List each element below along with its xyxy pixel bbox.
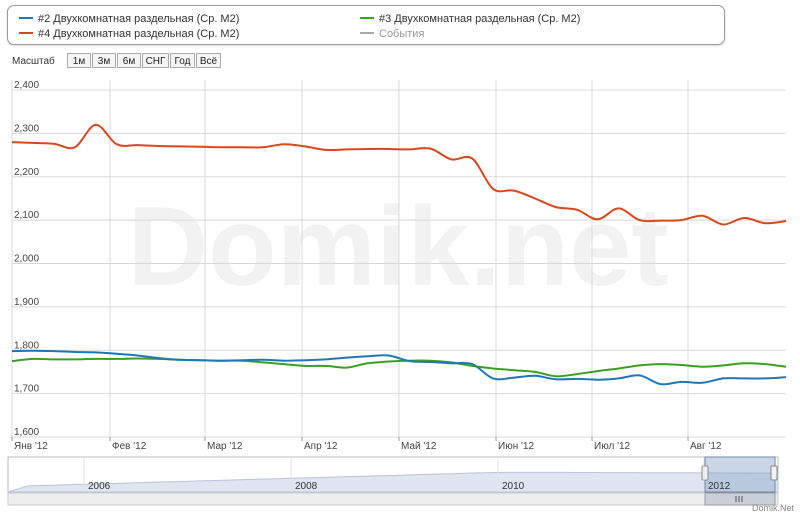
x-tick-label: Авг '12 — [690, 441, 722, 452]
y-tick-label: 1,800 — [14, 340, 39, 351]
series-line-3 — [11, 349, 787, 386]
legend-swatch-icon — [19, 17, 33, 20]
x-tick-label: Апр '12 — [304, 441, 338, 452]
navigator-year-label: 2010 — [502, 481, 525, 492]
legend-item-series-4[interactable]: #4 Двухкомнатная раздельная (Ср. M2) — [19, 28, 239, 41]
x-tick-label: Фев '12 — [112, 441, 147, 452]
x-tick-label: Май '12 — [401, 441, 437, 452]
watermark: Domik.net — [127, 184, 668, 309]
legend-item-events[interactable]: События — [360, 28, 424, 41]
legend-swatch-icon — [19, 32, 33, 35]
navigator[interactable]: 2006 2008 2010 2012 — [7, 456, 779, 506]
x-tick-label: Янв '12 — [14, 441, 48, 452]
zoom-ytd-button[interactable]: СНГ — [142, 53, 169, 68]
x-tick-label: Июн '12 — [498, 441, 534, 452]
legend-item-series-3[interactable]: #3 Двухкомнатная раздельная (Ср. M2) — [360, 13, 580, 26]
series-lines — [11, 123, 787, 386]
y-tick-label: 1,700 — [14, 384, 39, 395]
navigator-area — [7, 471, 779, 493]
y-tick-label: 2,300 — [14, 123, 39, 134]
navigator-year-label: 2008 — [295, 481, 318, 492]
y-tick-label: 2,400 — [14, 80, 39, 91]
credit: Domik.Net — [751, 503, 794, 513]
y-tick-label: 2,200 — [14, 167, 39, 178]
legend-swatch-icon — [360, 32, 374, 35]
zoom-label: Масштаб — [12, 56, 55, 67]
y-tick-label: 1,900 — [14, 297, 39, 308]
zoom-1y-button[interactable]: Год — [170, 53, 195, 68]
y-tick-label: 1,600 — [14, 427, 39, 438]
zoom-all-button[interactable]: Всё — [196, 53, 221, 68]
legend-swatch-icon — [360, 17, 374, 20]
scrollbar-track[interactable] — [7, 492, 779, 506]
navigator-year-label: 2012 — [708, 481, 731, 492]
legend-item-series-2[interactable]: #2 Двухкомнатная раздельная (Ср. M2) — [19, 13, 239, 26]
y-axis-ticks: 1,600 1,700 1,800 1,900 2,000 2,100 2,200 2,300… — [14, 80, 39, 438]
legend-label: #4 Двухкомнатная раздельная (Ср. M2) — [38, 28, 240, 40]
y-tick-label: 2,100 — [14, 210, 39, 221]
navigator-selection[interactable] — [704, 456, 776, 493]
zoom-6m-button[interactable]: 6м — [117, 53, 141, 68]
grid — [11, 80, 786, 441]
scrollbar-thumb[interactable] — [704, 492, 776, 506]
legend-label: #2 Двухкомнатная раздельная (Ср. M2) — [38, 13, 240, 25]
navigator-year-label: 2006 — [88, 481, 111, 492]
x-tick-label: Мар '12 — [207, 441, 243, 452]
zoom-3m-button[interactable]: 3м — [92, 53, 116, 68]
y-tick-label: 2,000 — [14, 254, 39, 265]
legend-label: События — [379, 28, 425, 40]
legend: #2 Двухкомнатная раздельная (Ср. M2) #3 … — [7, 5, 725, 45]
x-tick-label: Июл '12 — [594, 441, 631, 452]
series-line-2 — [11, 357, 787, 378]
zoom-1m-button[interactable]: 1м — [67, 53, 91, 68]
navigator-handle[interactable] — [701, 465, 709, 481]
series-line-1 — [11, 123, 787, 226]
legend-label: #3 Двухкомнатная раздельная (Ср. M2) — [379, 13, 581, 25]
navigator-handle[interactable] — [770, 465, 778, 481]
x-axis-ticks: Янв '12 Фев '12 Мар '12 Апр '12 Май '12 Июн '… — [14, 441, 722, 452]
